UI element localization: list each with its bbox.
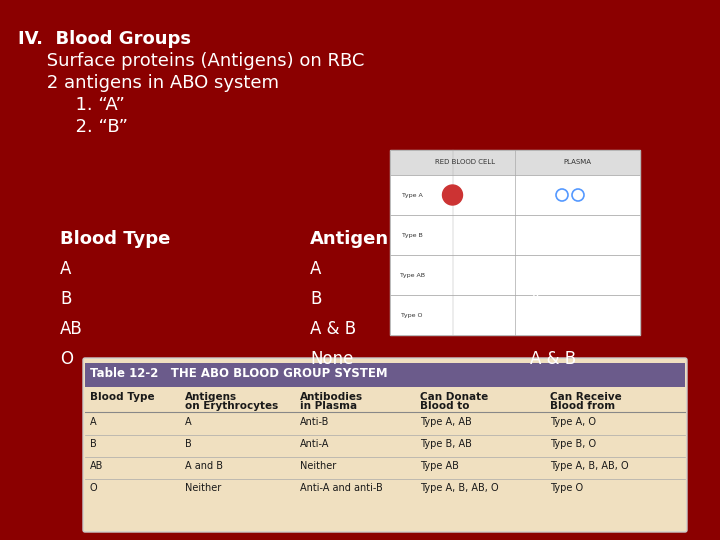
Text: AB: AB bbox=[60, 320, 83, 338]
Text: A: A bbox=[530, 290, 541, 308]
Text: A: A bbox=[310, 260, 321, 278]
Text: Type A, B, AB, O: Type A, B, AB, O bbox=[550, 461, 629, 471]
Text: 2. “B”: 2. “B” bbox=[18, 118, 128, 136]
Bar bbox=[390, 255, 640, 295]
Text: Anti-A: Anti-A bbox=[300, 439, 329, 449]
Text: O: O bbox=[60, 350, 73, 368]
Text: RED BLOOD CELL: RED BLOOD CELL bbox=[435, 159, 495, 165]
Text: Type O: Type O bbox=[401, 313, 423, 318]
Circle shape bbox=[443, 185, 462, 205]
Text: 2 antigens in ABO system: 2 antigens in ABO system bbox=[18, 74, 279, 92]
Text: in Plasma: in Plasma bbox=[300, 401, 357, 411]
Text: PLASMA: PLASMA bbox=[564, 159, 592, 165]
Text: Antibody: Antibody bbox=[530, 230, 621, 248]
Text: Neither: Neither bbox=[300, 461, 336, 471]
Text: Antigens: Antigens bbox=[185, 392, 237, 402]
Text: Blood to: Blood to bbox=[420, 401, 469, 411]
Text: Can Receive: Can Receive bbox=[550, 392, 622, 402]
Text: B: B bbox=[60, 290, 71, 308]
Text: Antibodies: Antibodies bbox=[300, 392, 363, 402]
Text: B: B bbox=[185, 439, 192, 449]
Text: B: B bbox=[310, 290, 321, 308]
Text: Type A, O: Type A, O bbox=[550, 417, 596, 427]
Text: 1. “A”: 1. “A” bbox=[18, 96, 125, 114]
Text: Type B, AB: Type B, AB bbox=[420, 439, 472, 449]
Text: Neither: Neither bbox=[185, 483, 221, 493]
Text: on Erythrocytes: on Erythrocytes bbox=[185, 401, 278, 411]
Text: A and B: A and B bbox=[185, 461, 223, 471]
Text: A: A bbox=[60, 260, 71, 278]
Bar bbox=[390, 215, 640, 255]
Text: B: B bbox=[90, 439, 96, 449]
Text: Blood Type: Blood Type bbox=[60, 230, 171, 248]
Text: Anti-B: Anti-B bbox=[300, 417, 329, 427]
Text: None: None bbox=[530, 320, 573, 338]
Text: Surface proteins (Antigens) on RBC: Surface proteins (Antigens) on RBC bbox=[18, 52, 364, 70]
Text: Type A: Type A bbox=[402, 192, 423, 198]
Text: O: O bbox=[90, 483, 98, 493]
Bar bbox=[390, 175, 640, 215]
FancyBboxPatch shape bbox=[85, 363, 685, 387]
FancyBboxPatch shape bbox=[390, 150, 640, 335]
Text: None: None bbox=[310, 350, 354, 368]
Text: Blood Type: Blood Type bbox=[90, 392, 155, 402]
Text: Anti-A and anti-B: Anti-A and anti-B bbox=[300, 483, 383, 493]
Bar bbox=[390, 150, 640, 175]
Text: Type B: Type B bbox=[402, 233, 423, 238]
Text: Type AB: Type AB bbox=[420, 461, 459, 471]
Text: Type A, AB: Type A, AB bbox=[420, 417, 472, 427]
Text: Type B, O: Type B, O bbox=[550, 439, 596, 449]
Text: A: A bbox=[90, 417, 96, 427]
Text: Antigen: Antigen bbox=[310, 230, 389, 248]
Text: Can Donate: Can Donate bbox=[420, 392, 488, 402]
Text: A & B: A & B bbox=[530, 350, 576, 368]
Text: Type O: Type O bbox=[550, 483, 583, 493]
Text: IV.  Blood Groups: IV. Blood Groups bbox=[18, 30, 191, 48]
Text: B: B bbox=[530, 260, 541, 278]
Text: Type AB: Type AB bbox=[400, 273, 425, 278]
Text: AB: AB bbox=[90, 461, 104, 471]
Text: A & B: A & B bbox=[310, 320, 356, 338]
FancyBboxPatch shape bbox=[83, 358, 687, 532]
Bar bbox=[390, 295, 640, 335]
Text: Type A, B, AB, O: Type A, B, AB, O bbox=[420, 483, 499, 493]
Text: Blood from: Blood from bbox=[550, 401, 615, 411]
Text: Table 12-2   THE ABO BLOOD GROUP SYSTEM: Table 12-2 THE ABO BLOOD GROUP SYSTEM bbox=[90, 367, 387, 380]
Text: A: A bbox=[185, 417, 192, 427]
